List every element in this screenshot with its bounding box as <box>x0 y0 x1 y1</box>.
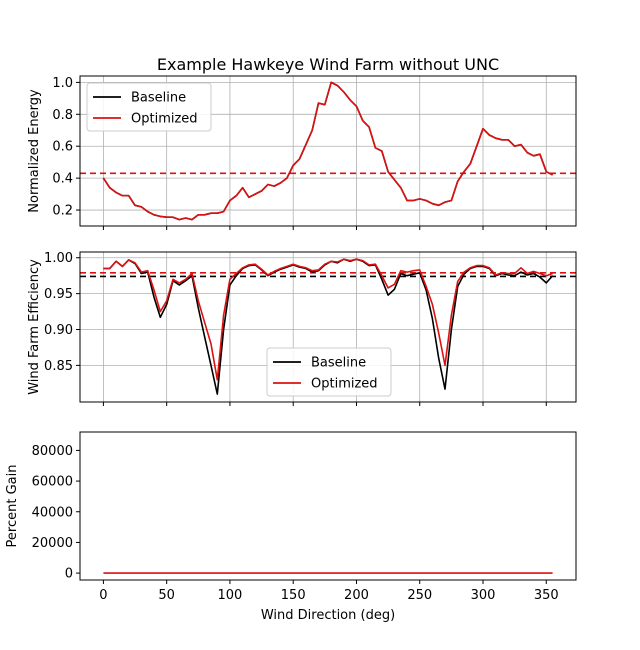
energy-x-ticks <box>102 226 547 230</box>
y-tick-label: 1.00 <box>44 251 73 266</box>
legend-label-baseline: Baseline <box>311 356 366 371</box>
gain-axes-frame <box>79 431 577 581</box>
y-tick-label: 0.2 <box>52 204 73 219</box>
y-tick-label: 0.6 <box>52 140 73 155</box>
legend-label-optimized: Optimized <box>131 112 198 127</box>
energy-y-ticks: 0.2 0.4 0.6 0.8 1.0 <box>52 76 80 219</box>
x-tick-label: 100 <box>218 588 243 603</box>
y-tick-label: 0.8 <box>52 108 73 123</box>
x-tick-label: 300 <box>471 588 496 603</box>
energy-grid <box>80 76 576 226</box>
y-tick-label: 1.0 <box>52 76 73 91</box>
efficiency-x-ticks <box>102 402 547 406</box>
energy-series <box>102 81 553 221</box>
y-tick-label: 0.90 <box>44 323 73 338</box>
y-tick-label: 20000 <box>32 536 73 551</box>
energy-y-axis-label: Normalized Energy <box>27 89 42 213</box>
series-line-optimized <box>102 81 553 221</box>
legend-label-optimized: Optimized <box>311 377 378 392</box>
energy-legend: Baseline Optimized <box>86 82 212 132</box>
legend-box <box>266 347 392 397</box>
legend-box <box>86 82 212 132</box>
y-tick-label: 60000 <box>32 475 73 490</box>
gain-x-ticks: 0 50 100 150 200 250 300 350 <box>99 580 559 603</box>
x-tick-label: 50 <box>158 588 175 603</box>
series-line-optimized <box>103 258 553 381</box>
efficiency-series <box>103 258 554 395</box>
energy-axes-frame <box>79 75 577 227</box>
x-tick-label: 350 <box>534 588 559 603</box>
y-tick-label: 0.4 <box>52 172 73 187</box>
y-tick-label: 40000 <box>32 505 73 520</box>
gain-y-axis-label: Percent Gain <box>5 465 20 548</box>
y-tick-label: 0 <box>65 567 73 582</box>
efficiency-legend: Baseline Optimized <box>266 347 392 397</box>
gain-panel: 0 20000 40000 60000 80000 0 50 100 150 200 250 300… <box>5 431 577 623</box>
y-tick-label: 80000 <box>32 444 73 459</box>
x-tick-label: 0 <box>99 588 107 603</box>
chart-title: Example Hawkeye Wind Farm without UNC <box>157 55 499 74</box>
x-tick-label: 250 <box>407 588 432 603</box>
x-axis-label: Wind Direction (deg) <box>261 608 395 623</box>
x-tick-label: 200 <box>344 588 369 603</box>
energy-panel: 0.2 0.4 0.6 0.8 1.0 Normalized Energy Baseli… <box>27 75 577 230</box>
efficiency-axes-frame <box>79 251 577 403</box>
gain-y-ticks: 0 20000 40000 60000 80000 <box>32 444 80 582</box>
efficiency-y-ticks: 0.85 0.90 0.95 1.00 <box>44 251 80 374</box>
efficiency-panel: 0.85 0.90 0.95 1.00 Wind Farm Efficiency Ba… <box>27 251 577 406</box>
legend-label-baseline: Baseline <box>131 91 186 106</box>
efficiency-y-axis-label: Wind Farm Efficiency <box>27 259 42 395</box>
y-tick-label: 0.95 <box>44 287 73 302</box>
y-tick-label: 0.85 <box>44 359 73 374</box>
x-tick-label: 150 <box>281 588 306 603</box>
